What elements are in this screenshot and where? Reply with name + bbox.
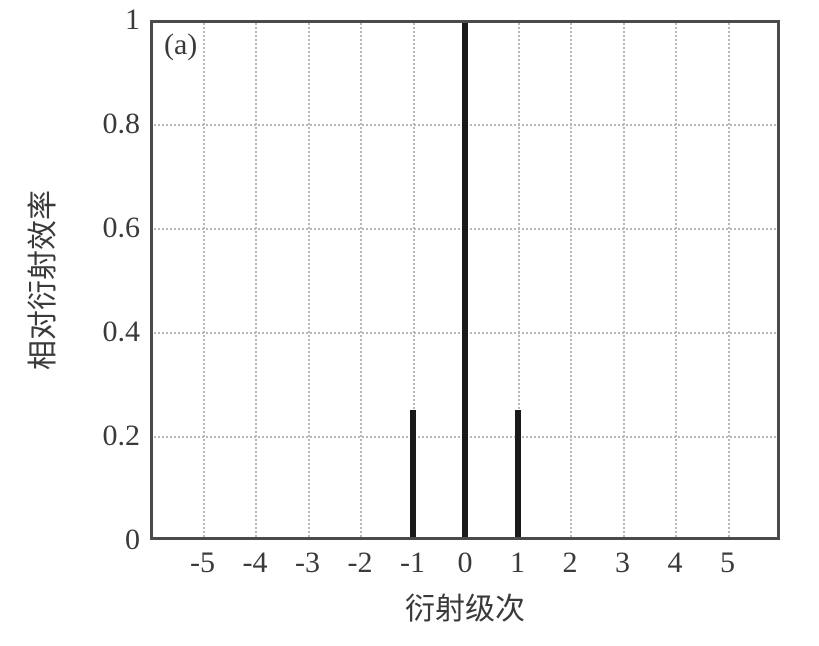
grid-line (728, 20, 730, 540)
grid-line (570, 20, 572, 540)
y-tick-label: 0.2 (103, 419, 141, 453)
panel-label: (a) (164, 28, 197, 62)
x-tick-label: 5 (720, 546, 735, 580)
bar (410, 410, 416, 540)
bar (462, 20, 468, 540)
grid-line (203, 20, 205, 540)
x-tick-label: -2 (348, 546, 373, 580)
x-tick-label: -3 (295, 546, 320, 580)
y-tick-label: 0.6 (103, 211, 141, 245)
y-tick-label: 0.8 (103, 107, 141, 141)
x-tick-label: -1 (400, 546, 425, 580)
y-tick-label: 0.4 (103, 315, 141, 349)
x-tick-label: 2 (563, 546, 578, 580)
chart-container: 相对衍射效率 衍射级次 (a) -5 -4 -3 -2 -1 0 1 2 3 4 5 0 0.2 0.4 0… (0, 0, 819, 646)
x-tick-label: -5 (190, 546, 215, 580)
grid-line (360, 20, 362, 540)
baseline (150, 537, 780, 540)
x-axis-label: 衍射级次 (405, 584, 525, 628)
grid-line (675, 20, 677, 540)
grid-line (308, 20, 310, 540)
x-tick-label: 0 (458, 546, 473, 580)
bar (515, 410, 521, 540)
grid-line (623, 20, 625, 540)
x-tick-label: 1 (510, 546, 525, 580)
y-axis-label: 相对衍射效率 (18, 190, 62, 370)
plot-area (150, 20, 780, 540)
x-tick-label: -4 (243, 546, 268, 580)
x-tick-label: 3 (615, 546, 630, 580)
x-tick-label: 4 (668, 546, 683, 580)
y-tick-label: 0 (125, 523, 140, 557)
y-tick-label: 1 (125, 3, 140, 37)
grid-line (255, 20, 257, 540)
